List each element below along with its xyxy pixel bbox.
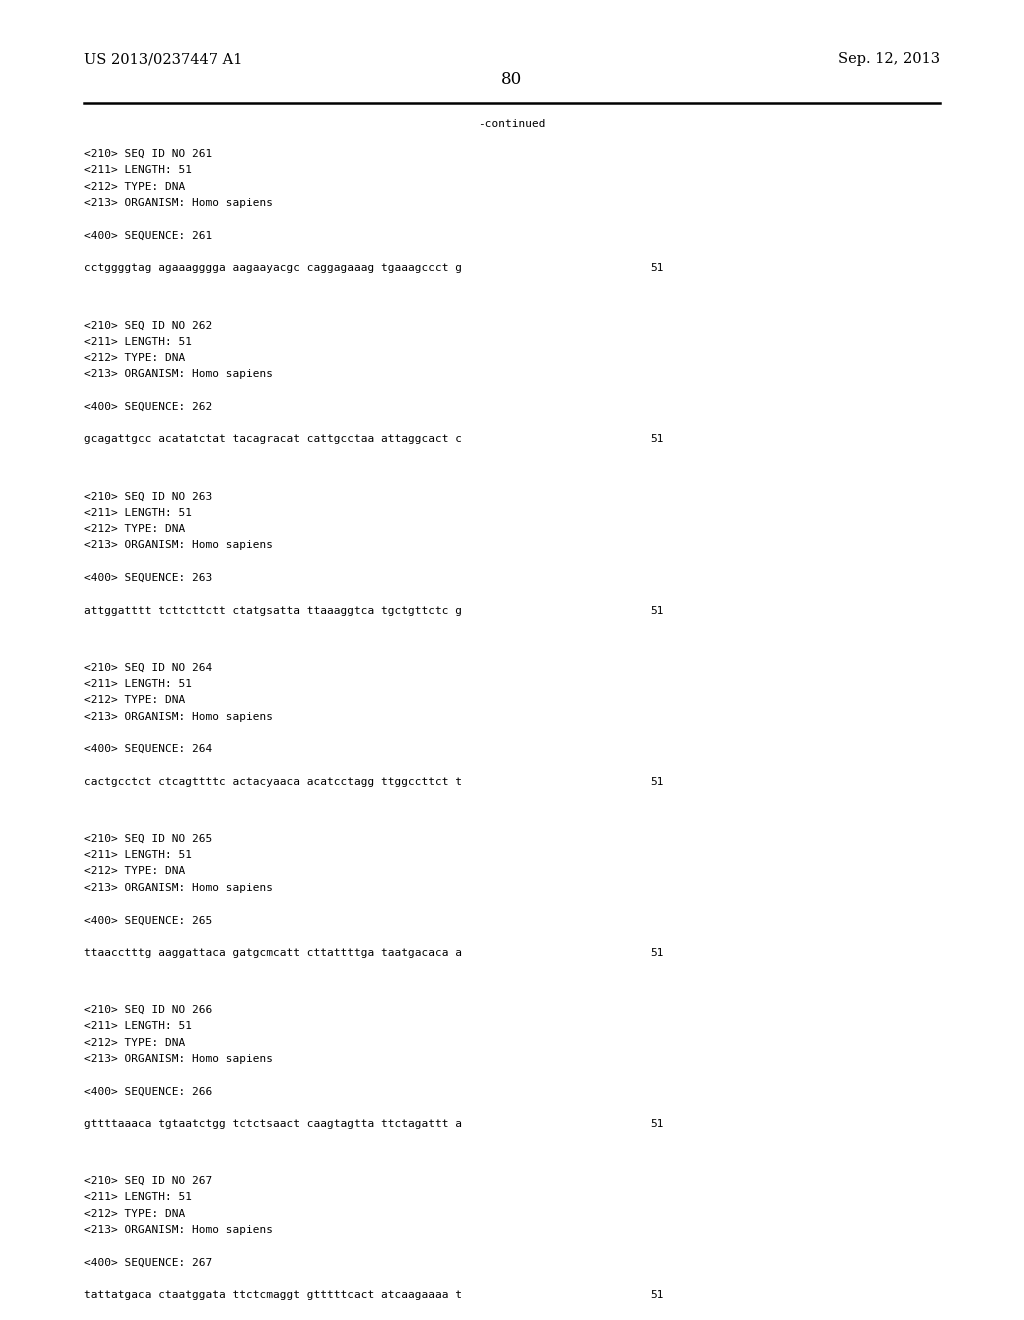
Text: gcagattgcc acatatctat tacagracat cattgcctaa attaggcact c: gcagattgcc acatatctat tacagracat cattgcc… — [84, 434, 462, 445]
Text: <400> SEQUENCE: 265: <400> SEQUENCE: 265 — [84, 915, 212, 925]
Text: cctggggtag agaaagggga aagaayacgc caggagaaag tgaaagccct g: cctggggtag agaaagggga aagaayacgc caggaga… — [84, 263, 462, 273]
Text: 51: 51 — [650, 1119, 664, 1129]
Text: 51: 51 — [650, 434, 664, 445]
Text: <400> SEQUENCE: 262: <400> SEQUENCE: 262 — [84, 401, 212, 412]
Text: <210> SEQ ID NO 267: <210> SEQ ID NO 267 — [84, 1176, 212, 1187]
Text: <211> LENGTH: 51: <211> LENGTH: 51 — [84, 508, 191, 517]
Text: <211> LENGTH: 51: <211> LENGTH: 51 — [84, 850, 191, 861]
Text: <211> LENGTH: 51: <211> LENGTH: 51 — [84, 1022, 191, 1031]
Text: -continued: -continued — [478, 120, 546, 129]
Text: <213> ORGANISM: Homo sapiens: <213> ORGANISM: Homo sapiens — [84, 370, 273, 379]
Text: tattatgaca ctaatggata ttctcmaggt gtttttcact atcaagaaaa t: tattatgaca ctaatggata ttctcmaggt gtttttc… — [84, 1290, 462, 1300]
Text: <212> TYPE: DNA: <212> TYPE: DNA — [84, 1209, 185, 1218]
Text: <211> LENGTH: 51: <211> LENGTH: 51 — [84, 678, 191, 689]
Text: <212> TYPE: DNA: <212> TYPE: DNA — [84, 352, 185, 363]
Text: <213> ORGANISM: Homo sapiens: <213> ORGANISM: Homo sapiens — [84, 198, 273, 209]
Text: <400> SEQUENCE: 267: <400> SEQUENCE: 267 — [84, 1258, 212, 1267]
Text: 51: 51 — [650, 948, 664, 958]
Text: <211> LENGTH: 51: <211> LENGTH: 51 — [84, 165, 191, 176]
Text: <210> SEQ ID NO 263: <210> SEQ ID NO 263 — [84, 491, 212, 502]
Text: <212> TYPE: DNA: <212> TYPE: DNA — [84, 1038, 185, 1048]
Text: gttttaaaca tgtaatctgg tctctsaact caagtagtta ttctagattt a: gttttaaaca tgtaatctgg tctctsaact caagtag… — [84, 1119, 462, 1129]
Text: <211> LENGTH: 51: <211> LENGTH: 51 — [84, 337, 191, 347]
Text: <212> TYPE: DNA: <212> TYPE: DNA — [84, 696, 185, 705]
Text: 51: 51 — [650, 1290, 664, 1300]
Text: <210> SEQ ID NO 266: <210> SEQ ID NO 266 — [84, 1005, 212, 1015]
Text: 80: 80 — [502, 70, 522, 87]
Text: <400> SEQUENCE: 263: <400> SEQUENCE: 263 — [84, 573, 212, 583]
Text: <400> SEQUENCE: 261: <400> SEQUENCE: 261 — [84, 231, 212, 240]
Text: 51: 51 — [650, 776, 664, 787]
Text: <211> LENGTH: 51: <211> LENGTH: 51 — [84, 1192, 191, 1203]
Text: cactgcctct ctcagttttc actacyaaca acatcctagg ttggccttct t: cactgcctct ctcagttttc actacyaaca acatcct… — [84, 776, 462, 787]
Text: <213> ORGANISM: Homo sapiens: <213> ORGANISM: Homo sapiens — [84, 883, 273, 892]
Text: <212> TYPE: DNA: <212> TYPE: DNA — [84, 866, 185, 876]
Text: <213> ORGANISM: Homo sapiens: <213> ORGANISM: Homo sapiens — [84, 1053, 273, 1064]
Text: <210> SEQ ID NO 261: <210> SEQ ID NO 261 — [84, 149, 212, 160]
Text: <210> SEQ ID NO 264: <210> SEQ ID NO 264 — [84, 663, 212, 673]
Text: 51: 51 — [650, 263, 664, 273]
Text: <213> ORGANISM: Homo sapiens: <213> ORGANISM: Homo sapiens — [84, 540, 273, 550]
Text: <213> ORGANISM: Homo sapiens: <213> ORGANISM: Homo sapiens — [84, 1225, 273, 1236]
Text: ttaacctttg aaggattaca gatgcmcatt cttattttga taatgacaca a: ttaacctttg aaggattaca gatgcmcatt cttattt… — [84, 948, 462, 958]
Text: <210> SEQ ID NO 262: <210> SEQ ID NO 262 — [84, 321, 212, 330]
Text: <212> TYPE: DNA: <212> TYPE: DNA — [84, 182, 185, 191]
Text: <210> SEQ ID NO 265: <210> SEQ ID NO 265 — [84, 834, 212, 843]
Text: attggatttt tcttcttctt ctatgsatta ttaaaggtca tgctgttctc g: attggatttt tcttcttctt ctatgsatta ttaaagg… — [84, 606, 462, 615]
Text: <400> SEQUENCE: 266: <400> SEQUENCE: 266 — [84, 1086, 212, 1097]
Text: 51: 51 — [650, 606, 664, 615]
Text: <213> ORGANISM: Homo sapiens: <213> ORGANISM: Homo sapiens — [84, 711, 273, 722]
Text: Sep. 12, 2013: Sep. 12, 2013 — [838, 51, 940, 66]
Text: <212> TYPE: DNA: <212> TYPE: DNA — [84, 524, 185, 535]
Text: US 2013/0237447 A1: US 2013/0237447 A1 — [84, 51, 243, 66]
Text: <400> SEQUENCE: 264: <400> SEQUENCE: 264 — [84, 744, 212, 754]
